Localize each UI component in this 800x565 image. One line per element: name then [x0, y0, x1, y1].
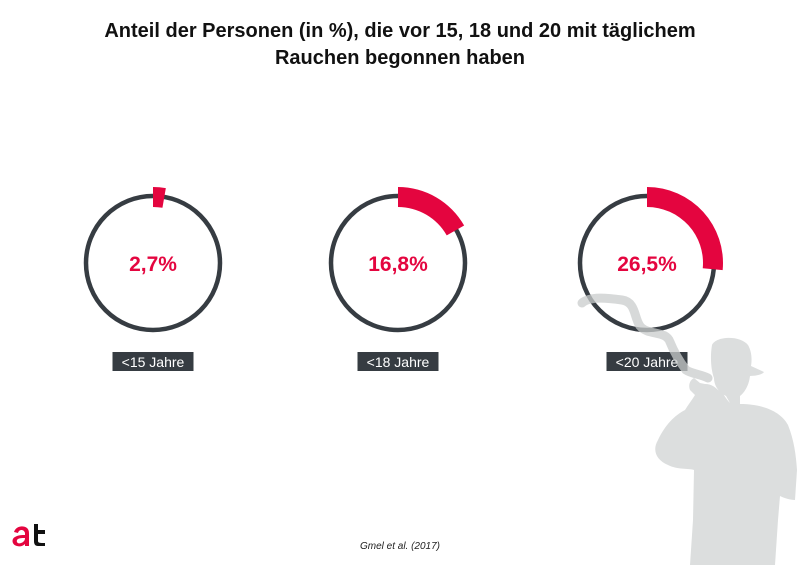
value-label: 26,5% [617, 253, 677, 276]
at-logo-icon [12, 524, 45, 547]
chart-title: Anteil der Personen (in %), die vor 15, … [0, 18, 800, 72]
at-logo [10, 518, 52, 555]
category-label: <15 Jahre [122, 354, 185, 370]
value-label: 2,7% [129, 253, 177, 276]
smoke-trail-icon [577, 293, 713, 383]
category-label: <20 Jahre [616, 354, 679, 370]
chart-title-line-1: Anteil der Personen (in %), die vor 15, … [104, 20, 696, 42]
category-label: <18 Jahre [367, 354, 430, 370]
value-arc [398, 187, 465, 236]
chart-title-line-2: Rauchen begonnen haben [274, 47, 526, 69]
smoking-person-silhouette-icon [655, 337, 797, 565]
category-label-box [357, 352, 439, 371]
value-arc [647, 187, 723, 271]
source-citation: Gmel et al. (2017) [359, 541, 441, 552]
value-arc [153, 187, 166, 208]
value-label: 16,8% [368, 253, 428, 276]
category-label-box [112, 352, 194, 371]
category-label-box [606, 352, 688, 371]
